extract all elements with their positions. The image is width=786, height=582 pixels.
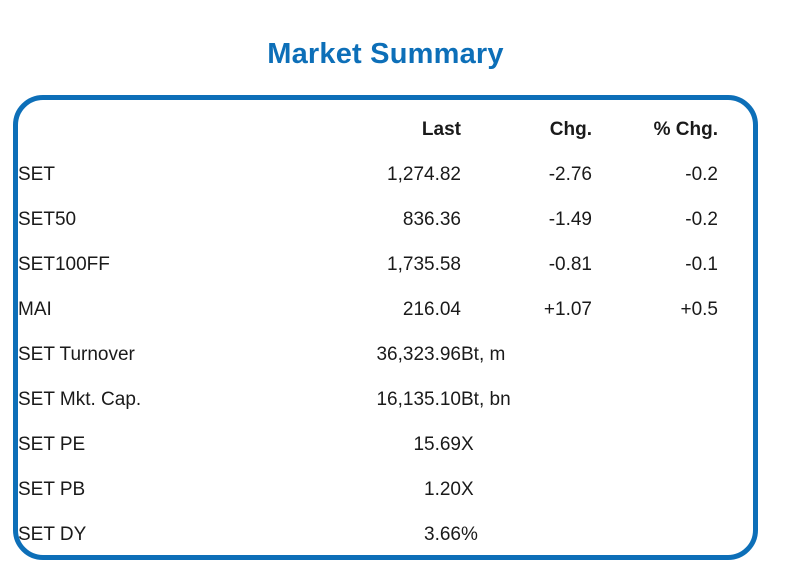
header-label [18, 107, 198, 152]
table-row: SET PE 15.69 X [18, 422, 753, 467]
row-pct-chg-value [592, 467, 718, 512]
row-last-value: 16,135.10 [376, 388, 461, 410]
header-right-pad [718, 107, 753, 152]
row-last-value: 36,323.96 [376, 343, 461, 365]
row-chg-value: -2.76 [548, 163, 592, 185]
row-pct-chg-value: -0.2 [685, 163, 718, 185]
row-unit: Bt, bn [461, 388, 511, 410]
row-pct-chg-value: -0.2 [685, 208, 718, 230]
row-right-pad [718, 377, 753, 422]
table-row: SET Mkt. Cap. 16,135.10 Bt, bn [18, 377, 753, 422]
row-label: SET100FF [18, 253, 110, 275]
row-label: MAI [18, 298, 52, 320]
row-pct-chg-value: +0.5 [680, 298, 718, 320]
row-right-pad [718, 467, 753, 512]
table-header-row: Last Chg. % Chg. [18, 107, 753, 152]
header-chg: Chg. [549, 118, 592, 140]
row-chg-value: -1.49 [548, 208, 592, 230]
row-chg-value [533, 422, 592, 467]
row-right-pad [718, 422, 753, 467]
table-row: SET50 836.36 -1.49 -0.2 [18, 197, 753, 242]
row-unit: Bt, m [461, 343, 506, 365]
row-label: SET PE [18, 433, 86, 455]
row-unit [461, 152, 533, 197]
row-chg-value [533, 377, 592, 422]
row-chg-value [533, 512, 592, 555]
row-chg-value: -0.81 [548, 253, 592, 275]
row-last-value: 836.36 [402, 208, 461, 230]
row-label: SET DY [18, 523, 87, 545]
row-unit: X [461, 433, 474, 455]
row-last-value: 3.66 [424, 523, 461, 545]
row-unit [461, 287, 533, 332]
row-last-value: 15.69 [413, 433, 461, 455]
table-row: SET PB 1.20 X [18, 467, 753, 512]
table-row: SET DY 3.66 % [18, 512, 753, 555]
row-right-pad [718, 242, 753, 287]
row-label: SET PB [18, 478, 86, 500]
header-last: Last [421, 118, 461, 140]
row-last-value: 1,735.58 [387, 253, 461, 275]
summary-table: Last Chg. % Chg. SET 1,274.82 -2.76 -0.2… [18, 107, 753, 555]
summary-card: Last Chg. % Chg. SET 1,274.82 -2.76 -0.2… [13, 95, 758, 560]
row-right-pad [718, 152, 753, 197]
row-label: SET [18, 163, 55, 185]
row-pct-chg-value [592, 377, 718, 422]
row-chg-value: +1.07 [543, 298, 592, 320]
row-right-pad [718, 512, 753, 555]
row-unit [461, 242, 533, 287]
row-unit: % [461, 523, 478, 545]
row-pct-chg-value: -0.1 [685, 253, 718, 275]
row-pct-chg-value [592, 332, 718, 377]
page-title: Market Summary [267, 38, 504, 70]
table-row: SET Turnover 36,323.96 Bt, m [18, 332, 753, 377]
row-chg-value [533, 467, 592, 512]
row-right-pad [718, 287, 753, 332]
row-unit: X [461, 478, 474, 500]
row-last-value: 216.04 [402, 298, 461, 320]
row-pct-chg-value [592, 422, 718, 467]
header-unit-spacer [461, 107, 533, 152]
row-right-pad [718, 332, 753, 377]
table-row: SET100FF 1,735.58 -0.81 -0.1 [18, 242, 753, 287]
row-label: SET Mkt. Cap. [18, 388, 142, 410]
row-label: SET50 [18, 208, 77, 230]
row-pct-chg-value [592, 512, 718, 555]
row-unit [461, 197, 533, 242]
table-row: MAI 216.04 +1.07 +0.5 [18, 287, 753, 332]
header-pct-chg: % Chg. [653, 118, 718, 140]
table-row: SET 1,274.82 -2.76 -0.2 [18, 152, 753, 197]
row-last-value: 1.20 [424, 478, 461, 500]
row-chg-value [533, 332, 592, 377]
row-last-value: 1,274.82 [387, 163, 461, 185]
row-right-pad [718, 197, 753, 242]
row-label: SET Turnover [18, 343, 135, 365]
